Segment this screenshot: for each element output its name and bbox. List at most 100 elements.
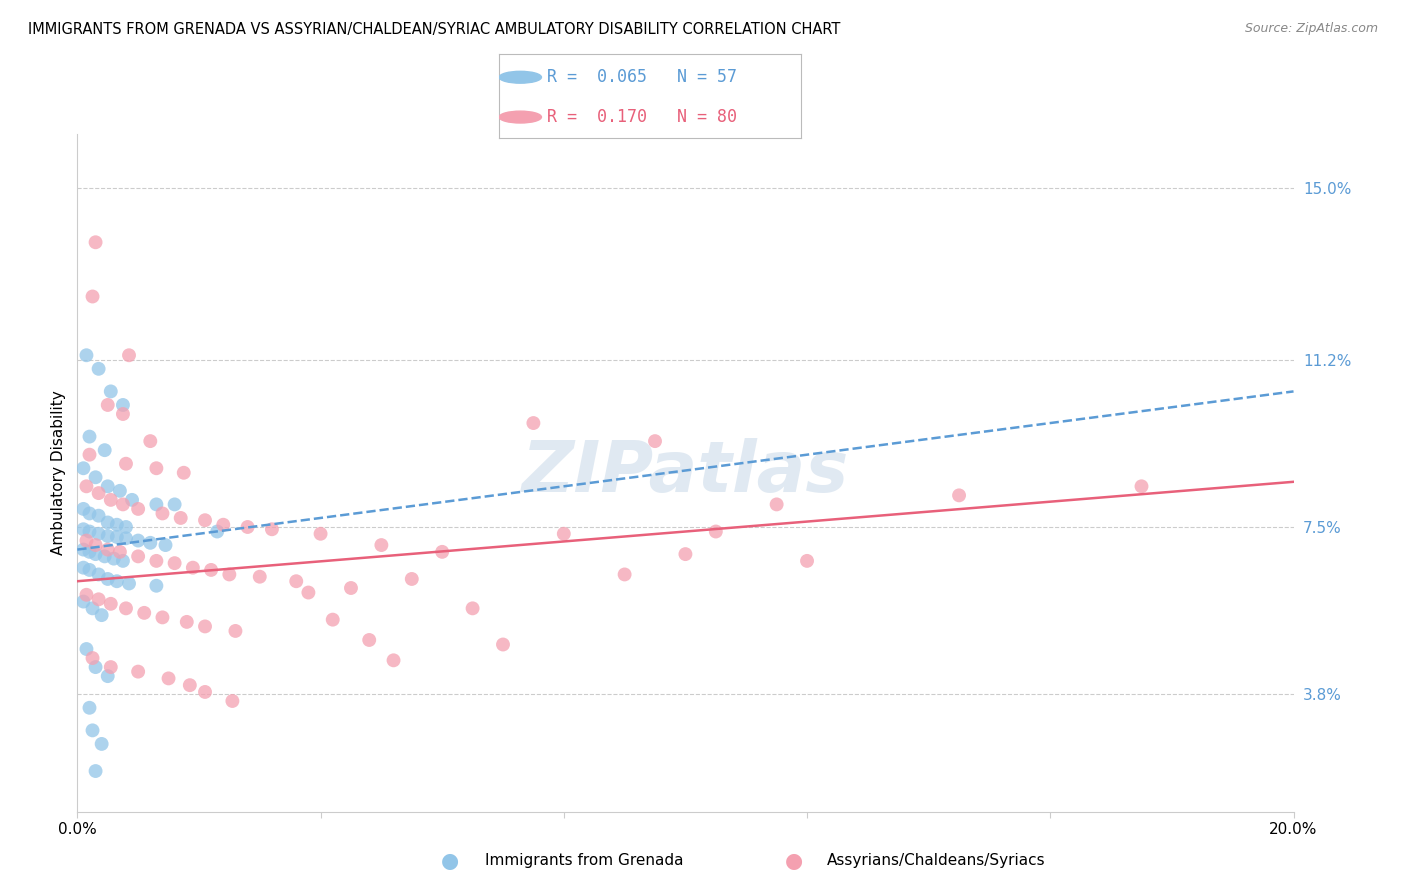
Point <box>121 492 143 507</box>
Point <box>84 538 107 552</box>
Point <box>401 572 423 586</box>
Point <box>105 517 128 532</box>
Text: ●: ● <box>786 851 803 871</box>
Point <box>97 398 120 412</box>
Point <box>1130 479 1153 493</box>
Point <box>796 554 818 568</box>
Point <box>100 492 122 507</box>
Point <box>82 289 104 303</box>
Point <box>613 567 636 582</box>
Point <box>145 554 167 568</box>
Point <box>100 597 122 611</box>
Point <box>75 642 97 657</box>
Point <box>79 448 101 462</box>
Point <box>84 547 107 561</box>
Point <box>155 538 177 552</box>
Point <box>432 545 454 559</box>
Point <box>145 497 167 511</box>
Point <box>145 579 167 593</box>
Point <box>205 524 228 539</box>
Point <box>139 434 162 449</box>
Point <box>163 497 186 511</box>
Point <box>553 526 575 541</box>
Point <box>118 576 141 591</box>
Point <box>111 407 134 421</box>
Point <box>322 613 344 627</box>
Point <box>127 665 149 679</box>
Point <box>79 545 101 559</box>
Point <box>87 361 110 376</box>
Point <box>127 502 149 516</box>
Point <box>224 624 246 638</box>
Point <box>285 574 308 589</box>
Point <box>97 529 120 543</box>
Point <box>218 567 240 582</box>
Text: Assyrians/Chaldeans/Syriacs: Assyrians/Chaldeans/Syriacs <box>827 854 1045 868</box>
Point <box>260 522 283 536</box>
Point <box>90 608 112 623</box>
Point <box>200 563 222 577</box>
Point <box>249 570 271 584</box>
Point <box>370 538 392 552</box>
Point <box>111 398 134 412</box>
Text: Source: ZipAtlas.com: Source: ZipAtlas.com <box>1244 22 1378 36</box>
Point <box>97 542 120 557</box>
Point <box>97 669 120 683</box>
Point <box>359 632 381 647</box>
Circle shape <box>499 71 541 83</box>
Point <box>97 516 120 530</box>
Point <box>115 531 138 545</box>
Point <box>179 678 201 692</box>
Point <box>644 434 666 449</box>
Point <box>75 588 97 602</box>
Point <box>152 507 174 521</box>
Point <box>72 542 94 557</box>
Point <box>127 533 149 548</box>
Point <box>84 235 107 250</box>
Point <box>87 508 110 523</box>
Point <box>97 572 120 586</box>
Point <box>87 486 110 500</box>
Point <box>115 520 138 534</box>
Point <box>72 502 94 516</box>
Point <box>948 488 970 502</box>
Circle shape <box>499 112 541 123</box>
Point <box>212 517 235 532</box>
Point <box>108 545 131 559</box>
Point <box>79 429 101 443</box>
Point <box>103 551 125 566</box>
Point <box>382 653 405 667</box>
Point <box>194 685 217 699</box>
Point <box>152 610 174 624</box>
Point <box>134 606 156 620</box>
Point <box>170 511 193 525</box>
Point <box>100 660 122 674</box>
Point <box>181 560 204 574</box>
Point <box>139 536 162 550</box>
Point <box>522 416 544 430</box>
Point <box>72 594 94 608</box>
Point <box>84 764 107 778</box>
Point <box>309 526 332 541</box>
Y-axis label: Ambulatory Disability: Ambulatory Disability <box>51 391 66 555</box>
Point <box>176 615 198 629</box>
Point <box>157 672 180 686</box>
Point <box>340 581 363 595</box>
Point <box>93 549 115 564</box>
Point <box>115 457 138 471</box>
Point <box>75 348 97 362</box>
Point <box>90 737 112 751</box>
Text: ZIPatlas: ZIPatlas <box>522 438 849 508</box>
Text: Immigrants from Grenada: Immigrants from Grenada <box>485 854 683 868</box>
Point <box>82 651 104 665</box>
Point <box>82 723 104 738</box>
Point <box>118 348 141 362</box>
Point <box>75 479 97 493</box>
Point <box>492 638 515 652</box>
Point <box>297 585 319 599</box>
Point <box>704 524 727 539</box>
Point <box>145 461 167 475</box>
Point <box>675 547 697 561</box>
Point <box>163 556 186 570</box>
Point <box>87 592 110 607</box>
